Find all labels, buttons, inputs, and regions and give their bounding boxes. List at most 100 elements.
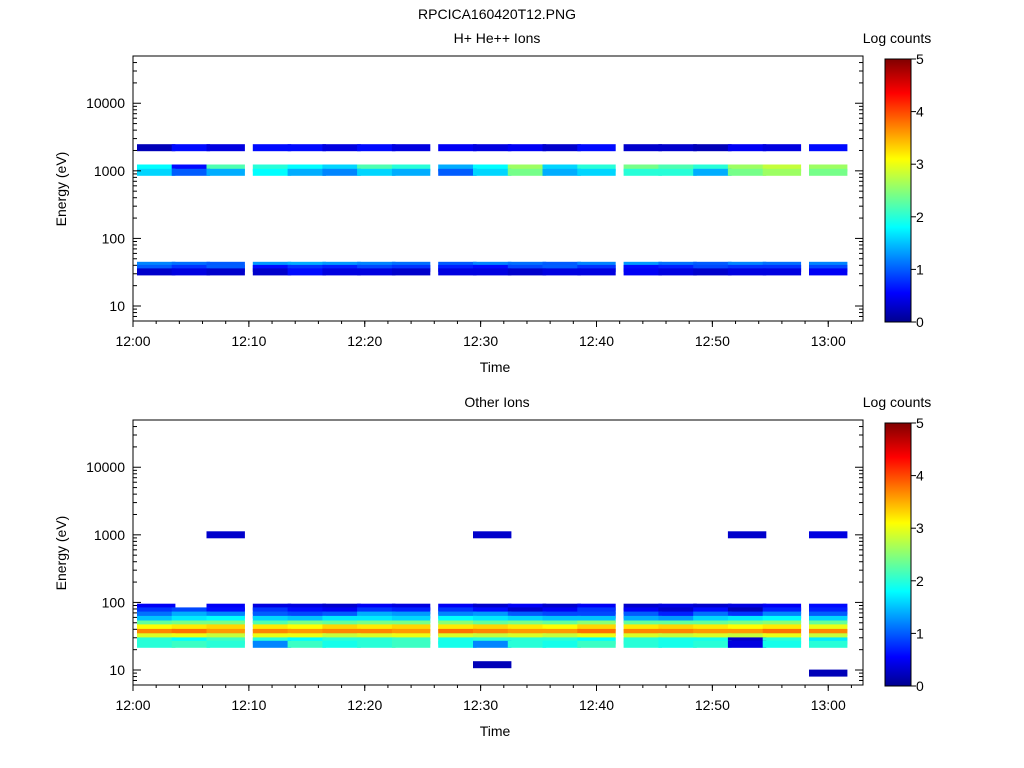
x-tick-label: 12:50: [695, 697, 730, 713]
heatmap-cell: [623, 603, 662, 611]
heatmap-cell: [322, 168, 361, 176]
heatmap-cell: [171, 640, 211, 648]
heatmap-cell: [623, 164, 662, 172]
heatmap-cell: [473, 640, 512, 648]
heatmap-cell: [137, 640, 176, 648]
colorbar-tick-label: 3: [916, 156, 924, 172]
heatmap-cell: [438, 615, 477, 623]
heatmap-cell: [252, 628, 292, 636]
heatmap-cell: [727, 603, 767, 611]
heatmap-cell: [438, 620, 477, 628]
heatmap-cell: [391, 611, 431, 619]
heatmap-cell: [391, 603, 431, 611]
y-tick-label: 100: [102, 230, 126, 246]
heatmap-cell: [137, 615, 176, 623]
top-panel: H+ He++ Ions Log counts Energy (eV) Time…: [53, 30, 931, 375]
x-tick-label: 12:50: [695, 333, 730, 349]
heatmap-cell: [322, 268, 361, 276]
heatmap-cell: [507, 144, 547, 152]
heatmap-cell: [391, 624, 431, 632]
heatmap-cell: [473, 615, 512, 623]
heatmap-cell: [322, 611, 361, 619]
heatmap-cell: [206, 164, 245, 172]
heatmap-cell: [137, 607, 176, 615]
heatmap-cell: [137, 633, 176, 641]
heatmap-cell: [322, 607, 361, 615]
heatmap-cell: [623, 633, 662, 641]
heatmap-cell: [542, 144, 581, 152]
heatmap-cell: [693, 168, 732, 176]
heatmap-cell: [322, 624, 361, 632]
heatmap-cell: [357, 168, 396, 176]
heatmap-cell: [542, 633, 581, 641]
heatmap-cell: [206, 168, 245, 176]
heatmap-cell: [577, 268, 616, 276]
heatmap-cell: [507, 164, 547, 172]
heatmap-cell: [507, 633, 547, 641]
heatmap-cell: [623, 620, 662, 628]
heatmap-cell: [623, 607, 662, 615]
heatmap-cell: [542, 164, 581, 172]
colorbar-tick-label: 4: [916, 468, 924, 484]
heatmap-cell: [658, 640, 697, 648]
heatmap-cell: [357, 628, 396, 636]
heatmap-cell: [391, 268, 431, 276]
heatmap-cell: [171, 168, 211, 176]
heatmap-cell: [171, 620, 211, 628]
heatmap-cell: [252, 633, 292, 641]
heatmap-cell: [391, 164, 431, 172]
heatmap-cell: [727, 164, 767, 172]
heatmap-cell: [727, 640, 767, 648]
heatmap-cell: [693, 607, 732, 615]
heatmap-cell: [623, 268, 662, 276]
bottom-y-axis-label: Energy (eV): [53, 516, 69, 591]
heatmap-cell: [206, 144, 245, 152]
heatmap-cell: [809, 615, 848, 623]
heatmap-cell: [252, 620, 292, 628]
heatmap-cell: [322, 144, 361, 152]
heatmap-cell: [287, 603, 326, 611]
x-tick-label: 12:10: [231, 333, 266, 349]
page-title: RPCICA160420T12.PNG: [418, 6, 576, 22]
heatmap-cell: [577, 144, 616, 152]
heatmap-cell: [623, 615, 662, 623]
heatmap-cell: [473, 633, 512, 641]
heatmap-cell: [438, 268, 477, 276]
heatmap-cell: [507, 624, 547, 632]
heatmap-cell: [171, 633, 211, 641]
heatmap-cell: [473, 624, 512, 632]
heatmap-cell: [727, 268, 767, 276]
heatmap-cell: [287, 268, 326, 276]
heatmap-cell: [137, 624, 176, 632]
heatmap-cell: [206, 640, 245, 648]
heatmap-cell: [507, 603, 547, 611]
y-tick-label: 10: [109, 662, 125, 678]
top-colorbar-label: Log counts: [863, 30, 932, 46]
heatmap-cell: [357, 607, 396, 615]
heatmap-cell: [507, 628, 547, 636]
colorbar-tick-label: 5: [916, 415, 924, 431]
heatmap-cell: [287, 607, 326, 615]
heatmap-cell: [287, 168, 326, 176]
heatmap-cell: [473, 168, 512, 176]
heatmap-cell: [137, 268, 176, 276]
heatmap-cell: [252, 615, 292, 623]
heatmap-cell: [577, 628, 616, 636]
heatmap-cell: [252, 603, 292, 611]
heatmap-cell: [693, 603, 732, 611]
heatmap-cell: [473, 607, 512, 615]
top-x-axis-label: Time: [480, 359, 511, 375]
heatmap-cell: [658, 144, 697, 152]
heatmap-cell: [542, 624, 581, 632]
heatmap-cell: [577, 607, 616, 615]
plot-frame: [132, 419, 864, 686]
heatmap-cell: [473, 531, 512, 539]
y-tick-label: 10000: [86, 95, 125, 111]
colorbar: [884, 58, 912, 323]
heatmap-cell: [206, 615, 245, 623]
heatmap-cell: [287, 633, 326, 641]
heatmap-cell: [137, 603, 176, 611]
heatmap-cell: [658, 615, 697, 623]
heatmap-cell: [391, 168, 431, 176]
